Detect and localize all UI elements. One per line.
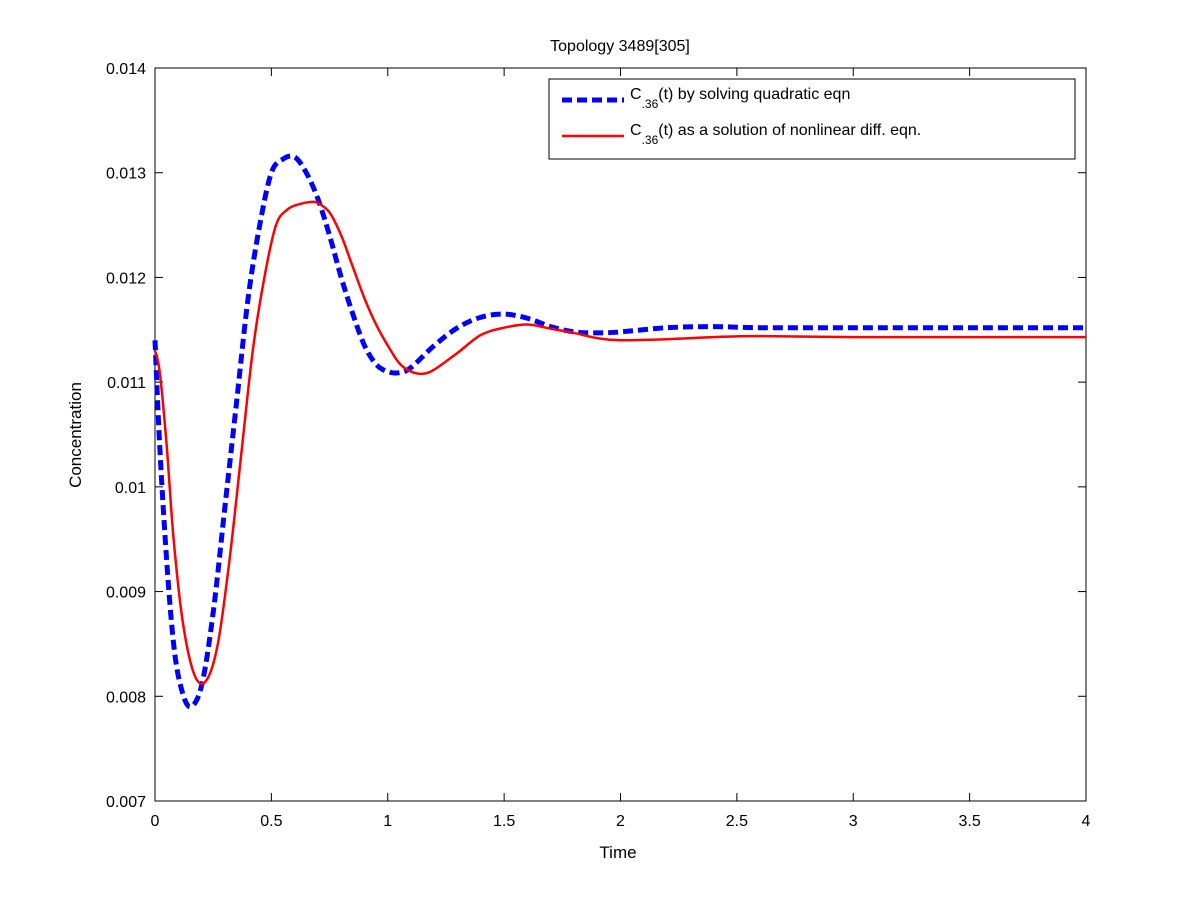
x-tick-label: 3.5 [959, 813, 981, 830]
x-tick-label: 2 [616, 813, 625, 830]
legend: C.36(t) by solving quadratic eqnC.36(t) … [548, 78, 1076, 160]
legend-label-2: C.36(t) as a solution of nonlinear diff.… [630, 122, 921, 147]
legend-label-subscript: .36 [642, 97, 659, 111]
legend-label-rest: (t) by solving quadratic eqn [658, 86, 850, 103]
legend-label-rest: (t) as a solution of nonlinear diff. eqn… [658, 122, 921, 139]
y-tick-label: 0.01 [115, 480, 146, 497]
legend-box [548, 78, 1076, 160]
x-tick-label: 0 [151, 813, 160, 830]
legend-label-1: C.36(t) by solving quadratic eqn [630, 86, 850, 111]
x-tick-label: 4 [1082, 813, 1091, 830]
x-tick-label: 1.5 [493, 813, 515, 830]
y-tick-label: 0.012 [106, 270, 146, 287]
plot-area [154, 67, 1087, 802]
legend-label-main: C [630, 86, 642, 103]
y-axis-label: Concentration [66, 382, 85, 488]
x-tick-label: 1 [383, 813, 392, 830]
chart-title: Topology 3489[305] [550, 38, 690, 55]
x-tick-label: 3 [849, 813, 858, 830]
legend-label-subscript: .36 [642, 133, 659, 147]
x-tick-label: 2.5 [726, 813, 748, 830]
y-tick-label: 0.009 [106, 585, 146, 602]
series-line-2 [153, 200, 1086, 685]
x-axis-label: Time [599, 843, 636, 862]
series-lines [152, 153, 1086, 710]
legend-label-main: C [630, 122, 642, 139]
y-tick-label: 0.014 [106, 61, 146, 78]
y-tick-label: 0.008 [106, 689, 146, 706]
y-tick-label: 0.007 [106, 794, 146, 811]
legend-entries: C.36(t) by solving quadratic eqnC.36(t) … [562, 86, 921, 147]
y-tick-label: 0.013 [106, 166, 146, 183]
axis-ticks: 0 0.5 1 1.5 2 2.5 3 3.5 4 0.007 0.008 0.009 0.01 0.01… [106, 61, 1091, 830]
x-tick-label: 0.5 [260, 813, 282, 830]
y-tick-label: 0.011 [107, 375, 146, 392]
